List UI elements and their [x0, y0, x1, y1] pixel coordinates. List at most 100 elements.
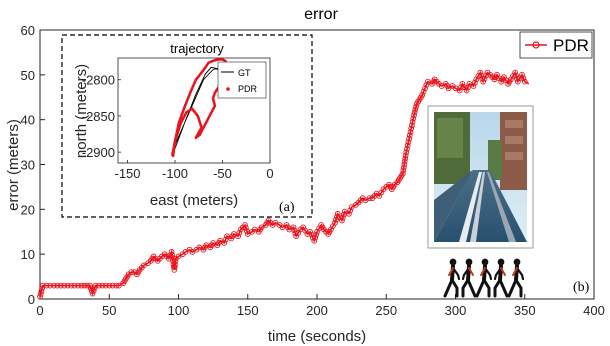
pdr-error-point [481, 75, 488, 82]
pdr-error-point [465, 84, 471, 91]
walker-arm-back [468, 267, 474, 276]
walker-arm-back [448, 267, 454, 276]
pdr-error-point [401, 161, 408, 168]
y-tick-label: 20 [21, 202, 35, 217]
pdr-error-point [412, 106, 419, 113]
pdr-error-point [423, 82, 430, 88]
walker-arm [493, 266, 503, 281]
pdr-error-point [113, 282, 120, 289]
inset-pdr-point [182, 115, 186, 118]
pdr-error-point [409, 119, 416, 125]
walker-leg-back [443, 278, 454, 298]
inset-pdr-point [179, 117, 182, 120]
x-tick-label: 250 [375, 303, 397, 318]
inset-pdr-point [212, 94, 216, 97]
pdr-error-point [243, 225, 249, 231]
y-axis-label: error (meters) [5, 119, 22, 211]
inset-plot-area [117, 57, 271, 164]
pdr-error-point [519, 71, 525, 78]
walker-arm-back [480, 267, 486, 276]
x-tick-label: 350 [514, 303, 536, 318]
pdr-error-point [171, 267, 178, 273]
pdr-error-point [224, 233, 230, 240]
inset-pdr-point [193, 111, 197, 114]
inset-x-tick-label: -50 [213, 166, 232, 181]
walker-figure [475, 258, 493, 298]
inset-pdr-point [198, 73, 202, 76]
x-tick-label: 300 [445, 303, 467, 318]
inset-pdr-point [176, 130, 180, 134]
pdr-error-point [43, 282, 50, 289]
pdr-error-point [68, 282, 75, 289]
walker-leg-back [498, 278, 509, 298]
pdr-error-point [217, 237, 223, 244]
inset-pdr-point [188, 91, 192, 95]
inset-pdr-point [194, 78, 198, 81]
pdr-error-point [404, 145, 410, 152]
x-tick-label: 100 [168, 303, 190, 318]
inset-pdr-point [213, 104, 217, 108]
x-tick-label: 150 [237, 303, 259, 318]
inset-pdr-point [202, 126, 205, 129]
inset-legend: GT PDR [217, 61, 267, 99]
pdr-error-point [168, 249, 175, 255]
inset-y-tick-label: -2850 [82, 109, 115, 124]
walker-leg [450, 278, 459, 298]
inset-legend-pdr-marker [226, 87, 230, 91]
inset-pdr-point [173, 140, 177, 143]
inset-pdr-point [184, 103, 187, 107]
chart-title: error [304, 6, 338, 23]
inset-frame [61, 34, 313, 218]
inset-pdr-point [215, 89, 218, 92]
inset-pdr-point [175, 135, 178, 139]
pdr-error-point [242, 222, 248, 228]
inset-pdr-point [198, 130, 201, 133]
pdr-error-point [340, 214, 346, 221]
inset-pdr-point [213, 102, 216, 105]
pdr-error-point [39, 285, 45, 292]
pdr-error-line [39, 70, 530, 297]
inset-pdr-point [174, 137, 177, 141]
pdr-error-point [483, 72, 489, 79]
inset-pdr-point [197, 116, 200, 120]
inset-pdr-point [184, 113, 187, 116]
pdr-error-point [141, 262, 147, 269]
inset-pdr-point [187, 96, 190, 99]
walker-arm-back [500, 267, 506, 276]
pdr-error-point [346, 210, 352, 217]
walking-figures-icon [443, 258, 525, 298]
inset-pdr-point [209, 111, 213, 115]
pdr-error-point [400, 170, 406, 177]
pdr-error-point [221, 240, 228, 246]
walker-leg [514, 278, 523, 298]
inset-y-label: north (meters) [73, 64, 90, 158]
pdr-error-point [362, 197, 369, 204]
inset-x-tick-label: -100 [162, 166, 188, 181]
street-photo [434, 112, 527, 242]
main-axis-ticks: 0 50 100 150 200 250 300 350 400 0 10 20 30 40 50 60 [21, 23, 605, 318]
pdr-error-point [71, 282, 78, 289]
inset-legend-pdr: PDR [238, 84, 258, 94]
inset-pdr-point [197, 74, 201, 78]
y-tick-label: 30 [21, 158, 35, 173]
inset-pdr-point [193, 80, 197, 84]
pdr-error-point [422, 85, 428, 92]
inset-pdr-point [213, 91, 217, 95]
pdr-error-point [411, 109, 418, 116]
x-tick-label: 200 [306, 303, 328, 318]
inset-pdr-point [172, 144, 176, 148]
inset-pdr-point [185, 111, 188, 114]
pdr-error-point [458, 84, 464, 91]
pdr-error-point [292, 230, 299, 237]
pdr-error-point [78, 282, 85, 289]
inset-pdr-point [191, 84, 195, 88]
walker-arm [461, 266, 471, 281]
inset-pdr-point [199, 123, 203, 127]
legend-marker [532, 41, 540, 49]
pdr-error-point [420, 88, 427, 95]
pdr-error-point [521, 78, 528, 85]
pdr-error-point [39, 282, 46, 289]
inset-trajectory: trajectory -150 -100 -50 0 -2800 -2850 -2900 e… [61, 34, 313, 218]
inset-pdr-point [212, 99, 215, 103]
